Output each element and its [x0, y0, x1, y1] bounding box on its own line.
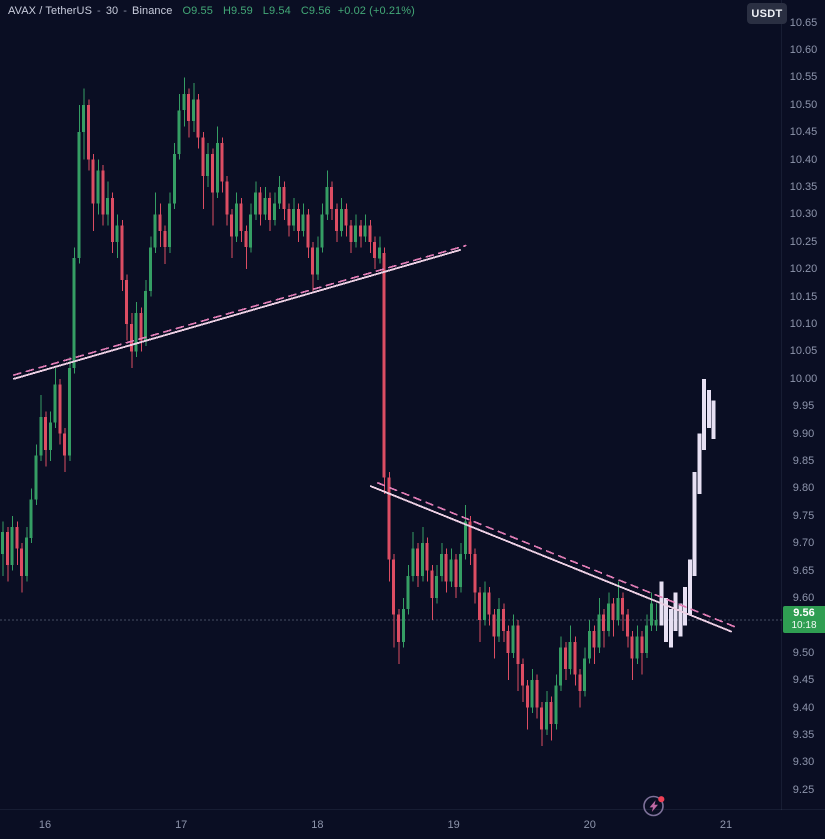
price-tick-label: 10.00	[789, 372, 818, 385]
price-tick-label: 10.35	[789, 181, 818, 193]
bar-countdown: 10:18	[791, 620, 817, 632]
projection-bar	[711, 400, 716, 440]
price-tick-label: 9.35	[792, 729, 815, 741]
symbol-legend: AVAX / TetherUS -30- Binance O9.55 H9.59 L9.5…	[8, 5, 415, 17]
exchange-label: Binance	[132, 5, 173, 17]
ohlc-high: H9.59	[222, 5, 253, 17]
price-tick-label: 9.80	[792, 482, 815, 495]
projection-bar	[687, 559, 692, 615]
price-tick-label: 10.45	[789, 126, 818, 139]
time-tick-label: 21	[719, 819, 733, 831]
price-tick-label: 9.50	[792, 646, 815, 659]
projection-bar	[678, 603, 683, 637]
price-tick-label: 9.75	[792, 509, 815, 522]
price-tick-label: 10.40	[789, 153, 818, 166]
projection-bar	[692, 472, 697, 577]
notification-dot	[658, 796, 665, 803]
time-tick-label: 17	[175, 819, 188, 831]
time-tick-label: 18	[311, 819, 324, 831]
price-tick-label: 9.60	[792, 592, 815, 604]
price-tick-label: 9.85	[792, 455, 815, 467]
ohlc-low: L9.54	[262, 5, 291, 17]
time-tick-label: 20	[583, 819, 596, 831]
current-price-badge: 9.56 10:18	[783, 606, 825, 634]
price-tick-label: 9.70	[792, 537, 815, 550]
projection-bar	[668, 609, 673, 648]
price-tick-label: 10.05	[789, 345, 818, 358]
symbol-name: AVAX / TetherUS	[8, 5, 93, 17]
ohlc-open: O9.55	[182, 5, 213, 17]
legend-separator: -	[123, 5, 128, 17]
replay-flash-icon[interactable]	[639, 791, 669, 821]
price-tick-label: 9.25	[792, 783, 815, 796]
trendline-ascending-resistance-dashed	[13, 244, 467, 376]
currency-toggle-button[interactable]: USDT	[747, 3, 787, 24]
projection-bar	[702, 378, 707, 450]
price-tick-label: 9.95	[792, 400, 815, 413]
price-tick-label: 10.25	[789, 235, 818, 248]
projection-bar	[664, 598, 669, 642]
chart-canvas[interactable]	[0, 0, 782, 810]
price-tick-label: 9.65	[792, 564, 815, 577]
price-tick-label: 10.65	[789, 16, 818, 29]
price-tick-label: 10.55	[789, 71, 818, 84]
ohlc-close: C9.56	[300, 5, 331, 17]
price-tick-label: 10.50	[789, 98, 818, 111]
time-tick-label: 19	[447, 819, 460, 831]
trendline-ascending-resistance-solid	[13, 249, 461, 380]
projection-bar	[673, 592, 678, 631]
trendline-descending-resistance-dashed	[377, 482, 739, 629]
price-tick-label: 10.20	[789, 263, 818, 276]
legend-separator: -	[97, 5, 101, 17]
projection-bar	[706, 389, 711, 429]
price-tick-label: 10.60	[789, 44, 818, 56]
price-tick-label: 10.15	[789, 290, 818, 303]
interval-label: 30	[105, 5, 119, 17]
projection-bar	[697, 433, 702, 494]
price-tick-label: 9.40	[792, 701, 815, 714]
time-axis[interactable]: 16 17 18 19 20 21	[0, 809, 825, 839]
price-axis[interactable]: 10.65 10.60 10.55 10.50 10.45 10.40 10.35 10.30…	[781, 0, 825, 810]
trendline-descending-resistance-solid	[369, 485, 732, 633]
price-tick-label: 10.10	[789, 318, 818, 330]
price-tick-label: 9.45	[792, 674, 815, 687]
price-change: +0.02 (+0.21%)	[337, 5, 415, 17]
price-tick-label: 9.30	[792, 756, 815, 769]
price-tick-label: 9.90	[792, 427, 815, 440]
current-price-value: 9.56	[793, 607, 815, 620]
time-tick-label: 16	[38, 819, 52, 831]
price-tick-label: 10.30	[789, 208, 818, 221]
